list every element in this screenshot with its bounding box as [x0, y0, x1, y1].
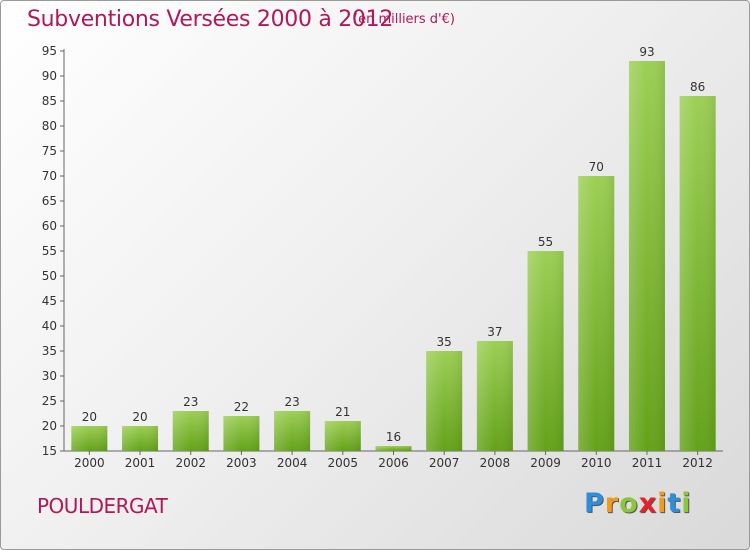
x-tick-label: 2004: [277, 456, 308, 470]
x-tick-label: 2007: [429, 456, 460, 470]
y-tick-label: 30: [42, 369, 57, 383]
bar-value-label: 23: [183, 395, 198, 409]
bar-value-label: 93: [639, 45, 654, 59]
logo-letter: t: [667, 488, 682, 519]
bar-shine: [71, 426, 108, 451]
bar-value-label: 86: [690, 80, 705, 94]
bar-shine: [172, 411, 209, 451]
x-tick-label: 2002: [175, 456, 206, 470]
bars: 20 20 23 22 23 21 16 35 37 55 70 93 86: [71, 45, 716, 451]
bar-shine: [375, 446, 412, 451]
bar-value-label: 20: [82, 410, 97, 424]
x-tick-label: 2006: [378, 456, 409, 470]
bar-value-label: 35: [437, 335, 452, 349]
bar-value-label: 70: [589, 160, 604, 174]
y-tick-label: 75: [42, 144, 57, 158]
bar-shine: [476, 341, 513, 451]
y-tick-label: 50: [42, 269, 57, 283]
bar-value-label: 55: [538, 235, 553, 249]
y-tick-label: 15: [42, 444, 57, 458]
y-tick-label: 60: [42, 219, 57, 233]
chart-title: Subventions Versées 2000 à 2012: [27, 7, 394, 32]
bar-value-label: 21: [335, 405, 350, 419]
y-tick-label: 85: [42, 94, 57, 108]
bar-shine: [578, 176, 615, 451]
logo-letter: r: [604, 488, 620, 519]
x-axis: 2000 2001 2002 2003 2004 2005 2006 2007 2008 2009…: [64, 450, 723, 470]
y-tick-label: 40: [42, 319, 57, 333]
bar-shine: [122, 426, 159, 451]
logo-letter: o: [619, 488, 639, 519]
logo-letter: P: [584, 488, 605, 519]
x-tick-label: 2008: [480, 456, 511, 470]
y-tick-label: 70: [42, 169, 57, 183]
bar-shine: [324, 421, 361, 451]
bar-shine: [628, 61, 665, 451]
y-axis: 15 20 25 30 35 40 45 50 55 60 65 70 75 80 85 90 95: [42, 44, 65, 458]
chart-subtitle: (en milliers d'€): [353, 12, 455, 27]
x-tick-label: 2011: [632, 456, 663, 470]
x-tick-label: 2003: [226, 456, 257, 470]
y-tick-label: 55: [42, 244, 57, 258]
bar-shine: [223, 416, 260, 451]
bar-shine: [274, 411, 311, 451]
y-tick-label: 80: [42, 119, 57, 133]
logo-letter: x: [638, 488, 658, 519]
x-tick-label: 2001: [125, 456, 156, 470]
bar-shine: [679, 96, 716, 451]
y-tick-label: 45: [42, 294, 57, 308]
y-tick-label: 90: [42, 69, 57, 83]
bar-value-label: 23: [284, 395, 299, 409]
proxiti-logo[interactable]: Proxiti: [584, 488, 692, 519]
y-tick-label: 35: [42, 344, 57, 358]
x-tick-label: 2012: [682, 456, 713, 470]
x-tick-label: 2010: [581, 456, 612, 470]
y-tick-label: 65: [42, 194, 57, 208]
town-name: POULDERGAT: [37, 494, 168, 518]
x-tick-label: 2009: [530, 456, 561, 470]
y-tick-label: 25: [42, 394, 57, 408]
bar-value-label: 37: [487, 325, 502, 339]
bar-value-label: 22: [234, 400, 249, 414]
bar-shine: [426, 351, 463, 451]
logo-letter: i: [681, 488, 692, 519]
bar-shine: [527, 251, 564, 451]
y-tick-label: 95: [42, 44, 57, 58]
logo-letter: i: [657, 488, 668, 519]
bar-value-label: 16: [386, 430, 401, 444]
x-tick-label: 2005: [328, 456, 359, 470]
x-tick-label: 2000: [74, 456, 105, 470]
bar-value-label: 20: [132, 410, 147, 424]
y-tick-label: 20: [42, 419, 57, 433]
